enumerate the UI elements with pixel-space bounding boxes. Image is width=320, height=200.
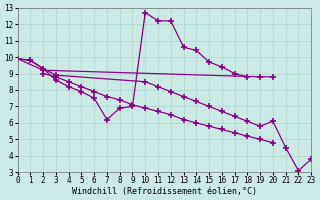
X-axis label: Windchill (Refroidissement éolien,°C): Windchill (Refroidissement éolien,°C) [72,187,257,196]
